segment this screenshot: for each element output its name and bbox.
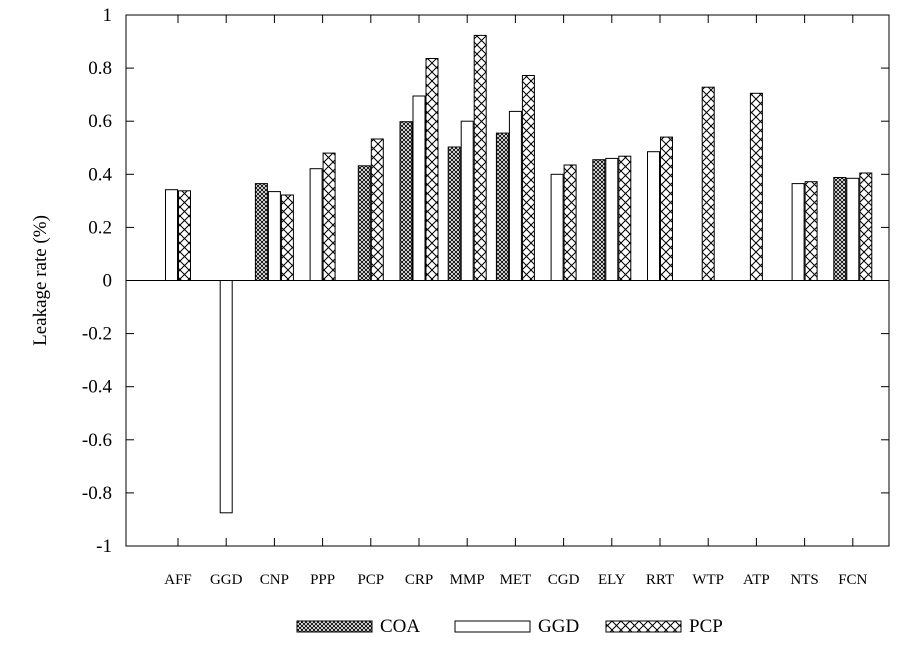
legend-swatch-pcp <box>605 620 682 633</box>
y-tick-label: -0.6 <box>82 430 112 451</box>
y-tick-label: 1 <box>103 5 113 26</box>
bar-pcp-rrt <box>660 136 673 281</box>
y-tick-label: 0.6 <box>88 111 112 132</box>
bars-layer <box>165 34 873 514</box>
bar-pcp-atp <box>749 92 763 281</box>
y-tick-label: 0 <box>103 271 113 292</box>
bar-ggd-ggd <box>219 280 233 514</box>
legend-label-ggd: GGD <box>538 616 579 637</box>
bar-ggd-cgd <box>550 173 564 281</box>
bar-coa-crp <box>399 121 413 281</box>
bar-coa-met <box>495 132 509 281</box>
bar-pcp-fcn <box>859 172 873 281</box>
bar-ggd-cnp <box>267 191 281 282</box>
bar-pcp-aff <box>178 190 191 281</box>
x-tick-label-cgd: CGD <box>548 572 580 588</box>
bar-pcp-cgd <box>563 164 577 281</box>
x-tick-label-atp: ATP <box>743 572 770 588</box>
x-tick-label-mmp: MMP <box>450 572 485 588</box>
bar-coa-pcp <box>357 165 371 281</box>
x-tick-label-cnp: CNP <box>260 572 289 588</box>
x-tick-label-ggd: GGD <box>210 572 243 588</box>
bar-pcp-crp <box>425 58 439 281</box>
y-tick-label: -1 <box>96 536 112 557</box>
x-tick-label-rrt: RRT <box>646 572 674 588</box>
bar-ggd-aff <box>165 189 178 281</box>
x-tick-label-wtp: WTP <box>692 572 724 588</box>
bar-pcp-cnp <box>280 194 294 281</box>
y-axis-title: Leakage rate (%) <box>30 215 51 346</box>
bar-coa-mmp <box>447 146 461 281</box>
labels-layer: -1 -0.8 -0.6 -0.4 -0.2 0 0.2 0.4 0.6 0.8 1 AFF GGD CN… <box>30 5 868 588</box>
legend-swatch-ggd <box>454 620 531 633</box>
legend: COA GGD PCP <box>296 616 723 637</box>
bar-ggd-mmp <box>460 120 474 281</box>
bar-pcp-ely <box>618 155 632 281</box>
bar-pcp-nts <box>804 181 818 281</box>
y-tick-label: 0.8 <box>88 58 112 79</box>
x-tick-label-nts: NTS <box>790 572 818 588</box>
bar-ggd-fcn <box>846 177 860 281</box>
legend-label-pcp: PCP <box>689 616 723 637</box>
bar-ggd-nts <box>791 183 805 282</box>
y-tick-label: -0.2 <box>82 324 112 345</box>
bar-pcp-met <box>521 75 535 281</box>
bar-pcp-pcp <box>370 138 384 281</box>
y-tick-label: 0.2 <box>88 217 112 238</box>
bar-pcp-mmp <box>473 34 487 282</box>
axes-layer <box>125 14 890 547</box>
x-tick-label-pcp: PCP <box>357 572 384 588</box>
x-tick-label-aff: AFF <box>164 572 192 588</box>
x-tick-label-met: MET <box>500 572 532 588</box>
x-tick-label-crp: CRP <box>405 572 433 588</box>
x-tick-label-ely: ELY <box>598 572 626 588</box>
y-tick-label: -0.8 <box>82 483 112 504</box>
bar-pcp-ppp <box>322 152 336 282</box>
bar-ggd-rrt <box>647 151 660 281</box>
legend-label-coa: COA <box>380 616 420 637</box>
bar-coa-fcn <box>833 177 847 281</box>
x-tick-label-fcn: FCN <box>838 572 867 588</box>
y-tick-label: -0.4 <box>82 377 113 398</box>
bar-ggd-ely <box>605 157 619 281</box>
x-tick-label-ppp: PPP <box>310 572 335 588</box>
bar-ggd-crp <box>412 95 426 281</box>
bar-ggd-met <box>508 110 522 282</box>
bar-pcp-wtp <box>701 86 715 281</box>
bar-ggd-ppp <box>309 168 323 281</box>
bar-coa-ely <box>592 159 606 281</box>
bar-coa-cnp <box>254 183 268 282</box>
y-tick-label: 0.4 <box>88 164 112 185</box>
legend-swatch-coa <box>296 620 373 633</box>
